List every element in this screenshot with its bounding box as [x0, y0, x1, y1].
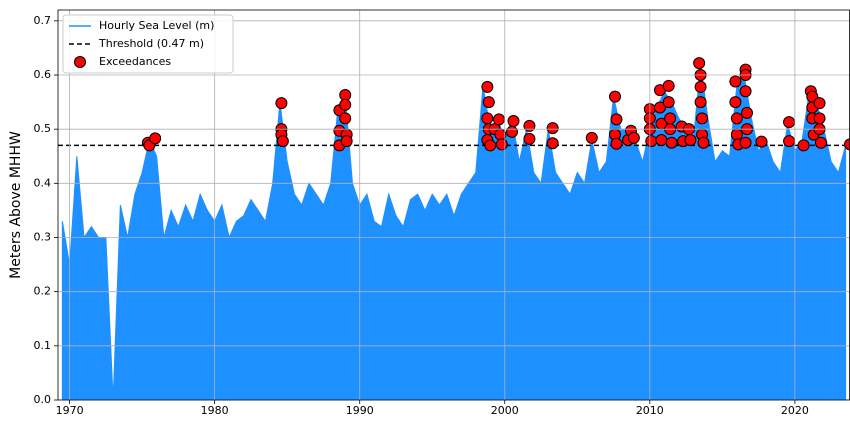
exceedance-point: [646, 136, 657, 147]
exceedance-point: [742, 107, 753, 118]
exceedance-point: [663, 97, 674, 108]
exceedance-point: [482, 81, 493, 92]
exceedance-point: [611, 114, 622, 125]
legend: Hourly Sea Level (m) Threshold (0.47 m) Ex…: [63, 15, 233, 73]
y-tick-label: 0.5: [34, 122, 52, 135]
exceedance-point: [784, 117, 795, 128]
exceedance-point: [508, 116, 519, 127]
exceedance-point: [740, 86, 751, 97]
exceedance-point: [731, 113, 742, 124]
y-tick-label: 0.6: [34, 68, 52, 81]
exceedance-point: [798, 140, 809, 151]
y-tick-label: 0.3: [34, 231, 52, 244]
exceedance-point: [150, 133, 161, 144]
exceedance-point: [656, 135, 667, 146]
exceedance-point: [814, 113, 825, 124]
exceedance-point: [341, 136, 352, 147]
legend-marker: [75, 57, 86, 68]
exceedance-point: [814, 98, 825, 109]
exceedance-point: [483, 97, 494, 108]
legend-label: Hourly Sea Level (m): [99, 19, 214, 32]
exceedance-point: [340, 113, 351, 124]
legend-label: Exceedances: [99, 55, 171, 68]
exceedance-point: [665, 113, 676, 124]
exceedance-point: [815, 137, 826, 148]
exceedance-point: [340, 99, 351, 110]
y-tick-label: 0.1: [34, 339, 52, 352]
exceedance-point: [740, 137, 751, 148]
exceedance-point: [784, 136, 795, 147]
exceedance-point: [730, 97, 741, 108]
exceedance-point: [695, 97, 706, 108]
exceedance-point: [628, 132, 639, 143]
exceedance-point: [731, 129, 742, 140]
x-tick-label: 2010: [636, 404, 664, 417]
exceedance-point: [695, 81, 706, 92]
x-tick-label: 2000: [491, 404, 519, 417]
exceedance-point: [496, 139, 507, 150]
exceedance-point: [524, 133, 535, 144]
exceedance-point: [485, 140, 496, 151]
exceedance-point: [698, 137, 709, 148]
exceedance-point: [277, 136, 288, 147]
exceedance-point: [685, 135, 696, 146]
exceedance-point: [482, 113, 493, 124]
x-tick-label: 1990: [346, 404, 374, 417]
x-tick-label: 2020: [781, 404, 809, 417]
exceedance-point: [493, 114, 504, 125]
exceedance-point: [507, 126, 518, 137]
exceedance-point: [666, 137, 677, 148]
y-axis-label: Meters Above MHHW: [8, 131, 24, 279]
exceedance-point: [611, 138, 622, 149]
exceedance-point: [610, 91, 621, 102]
legend-label: Threshold (0.47 m): [98, 37, 204, 50]
exceedance-point: [756, 136, 767, 147]
exceedance-point: [547, 123, 558, 134]
y-tick-label: 0.2: [34, 285, 52, 298]
exceedance-point: [694, 58, 705, 69]
y-tick-label: 0.4: [34, 176, 52, 189]
exceedance-point: [495, 129, 506, 140]
exceedance-point: [697, 113, 708, 124]
x-tick-label: 1980: [201, 404, 229, 417]
exceedance-point: [547, 138, 558, 149]
x-tick-label: 1970: [56, 404, 84, 417]
y-tick-label: 0.7: [34, 14, 52, 27]
exceedance-point: [276, 98, 287, 109]
exceedance-point: [730, 76, 741, 87]
exceedance-point: [586, 132, 597, 143]
exceedance-point: [663, 80, 674, 91]
exceedance-point: [524, 120, 535, 131]
y-tick-label: 0.0: [34, 393, 52, 406]
